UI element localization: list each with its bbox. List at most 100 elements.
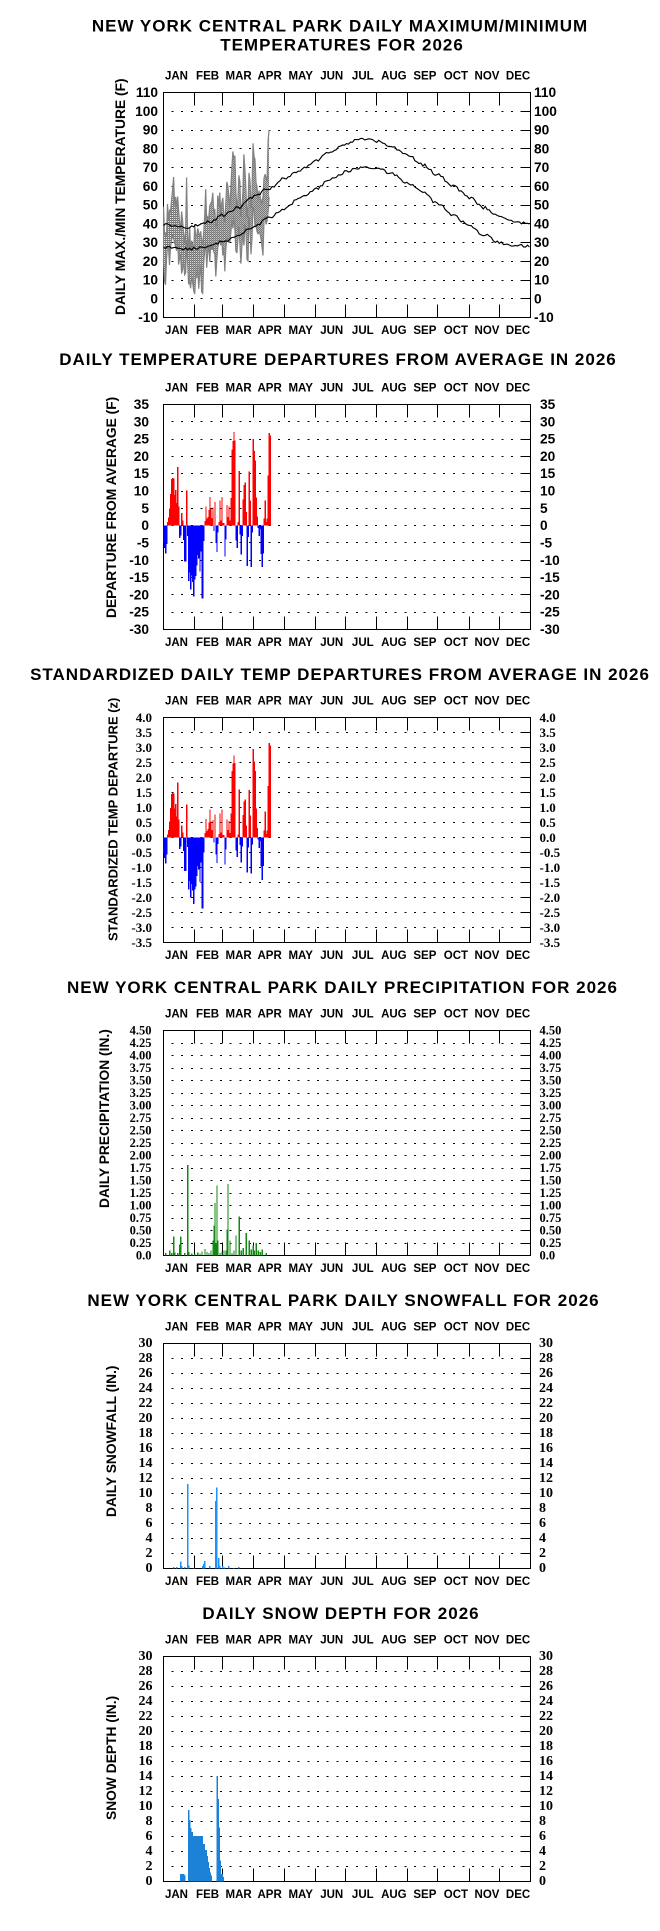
svg-text:10: 10 (134, 484, 150, 499)
svg-text:0: 0 (540, 518, 548, 533)
svg-text:30: 30 (540, 414, 556, 429)
svg-text:-30: -30 (540, 622, 560, 637)
svg-text:AUG: AUG (381, 1576, 407, 1588)
svg-text:AUG: AUG (381, 71, 407, 83)
svg-text:14: 14 (539, 1456, 553, 1471)
svg-text:MAY: MAY (288, 696, 313, 708)
svg-text:60: 60 (534, 179, 550, 194)
svg-text:SEP: SEP (413, 1263, 436, 1275)
svg-text:22: 22 (139, 1709, 153, 1724)
svg-text:6: 6 (539, 1516, 546, 1531)
svg-text:15: 15 (540, 466, 556, 481)
svg-text:24: 24 (539, 1694, 553, 1709)
svg-text:MAR: MAR (225, 1263, 252, 1275)
svg-text:NOV: NOV (475, 950, 500, 962)
svg-text:0.0: 0.0 (136, 1249, 152, 1263)
svg-text:24: 24 (139, 1381, 153, 1396)
svg-text:3.25: 3.25 (540, 1086, 562, 1100)
svg-text:-15: -15 (129, 570, 149, 585)
svg-text:2: 2 (146, 1546, 153, 1561)
svg-text:90: 90 (143, 123, 159, 138)
svg-text:2.5: 2.5 (540, 755, 557, 770)
svg-text:10: 10 (139, 1799, 153, 1814)
svg-text:2.75: 2.75 (540, 1111, 562, 1125)
svg-text:0: 0 (534, 291, 542, 306)
svg-text:JUL: JUL (352, 1322, 374, 1334)
svg-text:JUL: JUL (352, 637, 374, 649)
svg-text:0.0: 0.0 (540, 1249, 556, 1263)
svg-text:30: 30 (143, 235, 159, 250)
svg-text:0.25: 0.25 (130, 1236, 152, 1250)
svg-text:22: 22 (139, 1396, 153, 1411)
svg-text:3.5: 3.5 (136, 725, 153, 740)
svg-text:FEB: FEB (196, 1322, 219, 1334)
svg-text:12: 12 (539, 1784, 553, 1799)
svg-text:-1.5: -1.5 (540, 875, 561, 890)
svg-text:110: 110 (534, 85, 556, 100)
svg-text:MAR: MAR (225, 383, 252, 395)
svg-text:2.00: 2.00 (540, 1149, 562, 1163)
svg-text:2: 2 (539, 1546, 546, 1561)
svg-text:5: 5 (141, 501, 149, 516)
svg-text:MAY: MAY (288, 1889, 313, 1901)
svg-text:APR: APR (258, 1322, 283, 1334)
svg-text:12: 12 (139, 1784, 153, 1799)
svg-text:APR: APR (258, 1576, 283, 1588)
svg-text:2.00: 2.00 (130, 1149, 152, 1163)
svg-text:3.50: 3.50 (130, 1074, 152, 1088)
svg-text:14: 14 (539, 1769, 553, 1784)
svg-text:-10: -10 (534, 310, 554, 325)
svg-text:50: 50 (143, 198, 159, 213)
svg-text:30: 30 (534, 235, 550, 250)
svg-text:2: 2 (539, 1859, 546, 1874)
svg-text:25: 25 (540, 432, 556, 447)
svg-text:2.0: 2.0 (540, 770, 556, 785)
svg-text:DEPARTURE FROM AVERAGE (F): DEPARTURE FROM AVERAGE (F) (104, 397, 119, 618)
svg-text:JUN: JUN (320, 325, 343, 337)
svg-text:DEC: DEC (506, 1009, 530, 1021)
svg-text:-15: -15 (540, 570, 560, 585)
svg-text:DEC: DEC (506, 950, 530, 962)
svg-text:NOV: NOV (475, 1322, 500, 1334)
svg-text:10: 10 (539, 1799, 553, 1814)
svg-text:1.50: 1.50 (130, 1174, 152, 1188)
svg-text:AUG: AUG (381, 1635, 407, 1647)
svg-text:MAR: MAR (225, 1322, 252, 1334)
svg-text:3.00: 3.00 (130, 1099, 152, 1113)
svg-text:DAILY MAX./MIN TEMPERATURE (F): DAILY MAX./MIN TEMPERATURE (F) (113, 78, 128, 315)
svg-text:JUN: JUN (320, 1635, 343, 1647)
svg-text:10: 10 (534, 273, 550, 288)
svg-text:AUG: AUG (381, 637, 407, 649)
svg-text:18: 18 (139, 1426, 153, 1441)
svg-text:60: 60 (143, 179, 159, 194)
svg-text:0: 0 (146, 1561, 153, 1576)
svg-text:-25: -25 (540, 605, 560, 620)
svg-text:-3.0: -3.0 (131, 920, 152, 935)
svg-text:DEC: DEC (506, 696, 530, 708)
svg-text:MAR: MAR (225, 696, 252, 708)
svg-text:SEP: SEP (413, 71, 436, 83)
svg-text:DEC: DEC (506, 325, 530, 337)
svg-text:16: 16 (539, 1441, 553, 1456)
svg-text:10: 10 (540, 484, 556, 499)
svg-text:90: 90 (534, 123, 550, 138)
svg-text:APR: APR (258, 1263, 283, 1275)
svg-text:SEP: SEP (413, 1635, 436, 1647)
svg-text:FEB: FEB (196, 1576, 219, 1588)
svg-text:0.50: 0.50 (130, 1224, 152, 1238)
svg-text:STANDARDIZED DAILY TEMP DEPART: STANDARDIZED DAILY TEMP DEPARTURES FROM … (30, 665, 650, 684)
svg-text:3.0: 3.0 (540, 740, 556, 755)
svg-text:NOV: NOV (475, 1635, 500, 1647)
svg-text:JAN: JAN (165, 383, 188, 395)
svg-text:20: 20 (539, 1411, 553, 1426)
svg-text:18: 18 (539, 1426, 553, 1441)
svg-text:MAR: MAR (225, 637, 252, 649)
svg-text:MAY: MAY (288, 1576, 313, 1588)
svg-text:-5: -5 (540, 535, 553, 550)
svg-text:4: 4 (146, 1531, 153, 1546)
svg-text:10: 10 (143, 273, 159, 288)
svg-text:-25: -25 (129, 605, 149, 620)
svg-text:40: 40 (143, 216, 159, 231)
svg-text:1.25: 1.25 (540, 1186, 562, 1200)
svg-text:20: 20 (143, 254, 159, 269)
